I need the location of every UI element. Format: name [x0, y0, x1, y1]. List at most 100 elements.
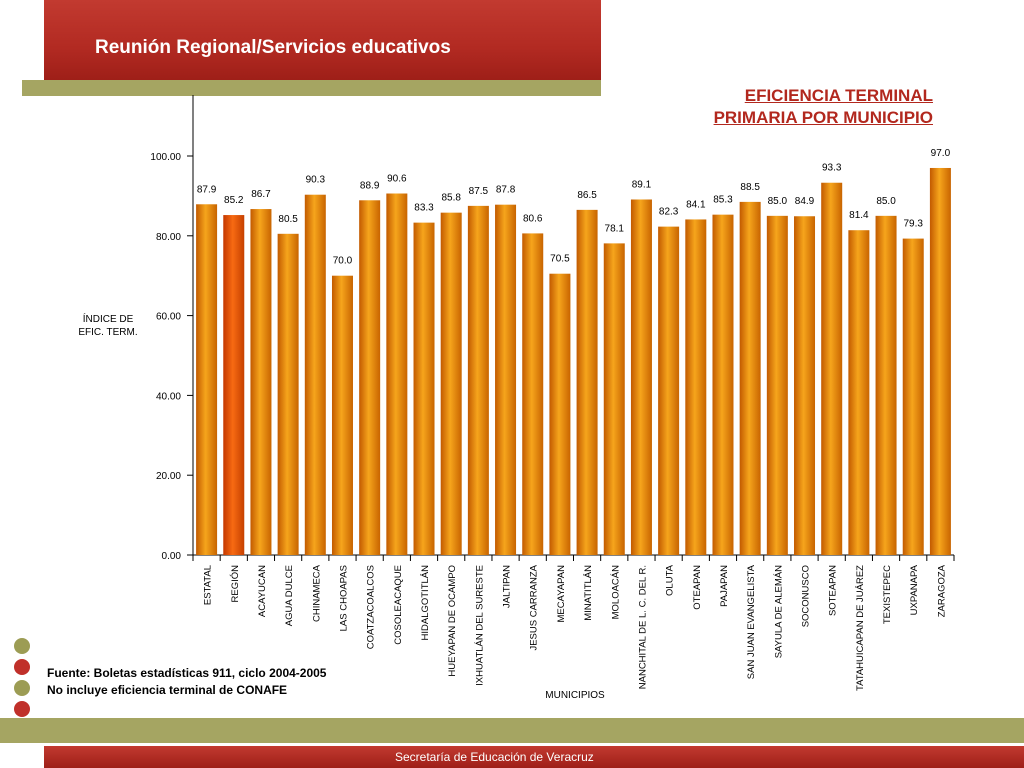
- bar-21: [766, 215, 788, 555]
- bar-4: [304, 194, 326, 555]
- bar-8: [413, 222, 435, 555]
- bar-value-label: 80.6: [523, 213, 543, 224]
- bar-value-label: 86.7: [251, 189, 271, 200]
- bar-5: [331, 275, 353, 555]
- conafe-note: No incluye eficiencia terminal de CONAFE: [47, 683, 288, 697]
- decorative-bullets: [14, 638, 30, 722]
- category-label: TATAHUICAPAN DE JUÁREZ: [855, 565, 866, 691]
- bar-value-label: 84.1: [686, 199, 706, 210]
- category-label: MINATITLÁN: [583, 565, 594, 621]
- category-label: COATZACOALCOS: [366, 565, 377, 649]
- bar-14: [576, 209, 598, 556]
- y-tick-label: 0.00: [162, 551, 182, 562]
- red-dot-icon: [14, 659, 30, 675]
- bar-9: [440, 212, 462, 555]
- bar-1: [223, 215, 245, 555]
- bar-23: [821, 182, 843, 555]
- category-label: REGIÓN: [230, 565, 241, 603]
- olive-dot-icon: [14, 680, 30, 696]
- bar-12: [522, 233, 544, 555]
- bar-value-label: 88.5: [740, 182, 760, 193]
- bar-7: [386, 193, 408, 556]
- bar-value-label: 79.3: [903, 219, 923, 230]
- bar-value-label: 70.0: [333, 256, 353, 267]
- bar-value-label: 88.9: [360, 180, 380, 191]
- category-label: OTEAPAN: [692, 565, 703, 610]
- bar-6: [359, 200, 381, 555]
- bar-value-label: 85.0: [876, 196, 896, 207]
- bar-value-label: 82.3: [659, 207, 679, 218]
- bar-13: [549, 273, 571, 555]
- category-label: SOTEAPAN: [828, 565, 839, 616]
- category-label: LAS CHOAPAS: [338, 565, 349, 631]
- header-banner: Reunión Regional/Servicios educativos: [44, 0, 601, 80]
- olive-dot-icon: [14, 638, 30, 654]
- y-tick-label: 20.00: [156, 471, 181, 482]
- bar-17: [658, 226, 680, 556]
- category-label: JESUS CARRANZA: [529, 564, 540, 650]
- bar-value-label: 85.0: [768, 196, 788, 207]
- bar-16: [630, 199, 652, 555]
- category-label: HUEYAPAN DE OCAMPO: [447, 565, 458, 677]
- y-tick-label: 40.00: [156, 391, 181, 402]
- y-tick-label: 60.00: [156, 312, 181, 323]
- y-axis-label: EFIC. TERM.: [78, 327, 137, 338]
- bar-22: [794, 216, 816, 555]
- bar-value-label: 70.5: [550, 254, 570, 265]
- bar-15: [603, 243, 625, 556]
- chart-title-line2: PRIMARIA POR MUNICIPIO: [713, 108, 933, 127]
- source-note: Fuente: Boletas estadísticas 911, ciclo …: [47, 666, 327, 680]
- category-label: NANCHITAL DE L. C. DEL R.: [637, 565, 648, 689]
- bar-2: [250, 209, 272, 555]
- secretariat-label: Secretaría de Educación de Veracruz: [395, 750, 594, 764]
- category-label: ACAYUCAN: [257, 565, 268, 617]
- bar-18: [685, 219, 707, 556]
- category-label: JALTIPAN: [502, 565, 513, 608]
- bar-3: [277, 233, 299, 555]
- category-label: TEXISTEPEC: [882, 565, 893, 624]
- category-label: MECAYAPAN: [556, 565, 567, 623]
- category-label: MOLOACÁN: [610, 565, 621, 620]
- header-divider: [22, 80, 601, 96]
- bar-19: [712, 214, 734, 555]
- bar-value-label: 80.5: [278, 214, 298, 225]
- bar-value-label: 87.8: [496, 185, 516, 196]
- category-label: ZARAGOZA: [936, 564, 947, 617]
- bar-27: [929, 167, 951, 555]
- bar-value-label: 86.5: [577, 190, 597, 201]
- category-label: ESTATAL: [203, 565, 214, 605]
- bar-24: [848, 230, 870, 556]
- chart-title: EFICIENCIA TERMINAL PRIMARIA POR MUNICIP…: [714, 85, 933, 129]
- category-label: SOCONUSCO: [801, 565, 812, 627]
- category-label: OLUTA: [665, 564, 676, 596]
- bar-value-label: 97.0: [931, 148, 951, 159]
- bar-value-label: 78.1: [605, 223, 625, 234]
- bar-value-label: 93.3: [822, 163, 842, 174]
- bar-value-label: 87.9: [197, 184, 217, 195]
- category-label: SAYULA DE ALEMÁN: [773, 565, 784, 658]
- bar-value-label: 85.2: [224, 195, 244, 206]
- category-label: SAN JUAN EVANGELISTA: [746, 564, 757, 679]
- bar-26: [902, 238, 924, 555]
- bar-value-label: 85.8: [441, 193, 461, 204]
- y-tick-label: 100.00: [150, 152, 181, 163]
- bar-10: [467, 205, 489, 555]
- bar-value-label: 90.3: [306, 175, 326, 186]
- category-label: COSOLEACAQUE: [393, 565, 404, 645]
- category-label: CHINAMECA: [311, 564, 322, 622]
- bar-0: [196, 204, 218, 556]
- red-dot-icon: [14, 701, 30, 717]
- bar-11: [495, 204, 517, 556]
- category-label: IXHUATLÁN DEL SURESTE: [474, 565, 485, 686]
- bar-value-label: 90.6: [387, 174, 407, 185]
- bar-value-label: 87.5: [469, 186, 489, 197]
- bar-25: [875, 215, 897, 555]
- category-label: HIDALGOTITLÁN: [420, 565, 431, 641]
- bar-value-label: 83.3: [414, 203, 434, 214]
- bar-value-label: 84.9: [795, 196, 815, 207]
- bar-20: [739, 201, 761, 555]
- x-axis-label: MUNICIPIOS: [545, 690, 605, 701]
- bar-value-label: 85.3: [713, 195, 733, 206]
- footnote: Fuente: Boletas estadísticas 911, ciclo …: [47, 665, 326, 699]
- footer-divider: [0, 718, 1024, 743]
